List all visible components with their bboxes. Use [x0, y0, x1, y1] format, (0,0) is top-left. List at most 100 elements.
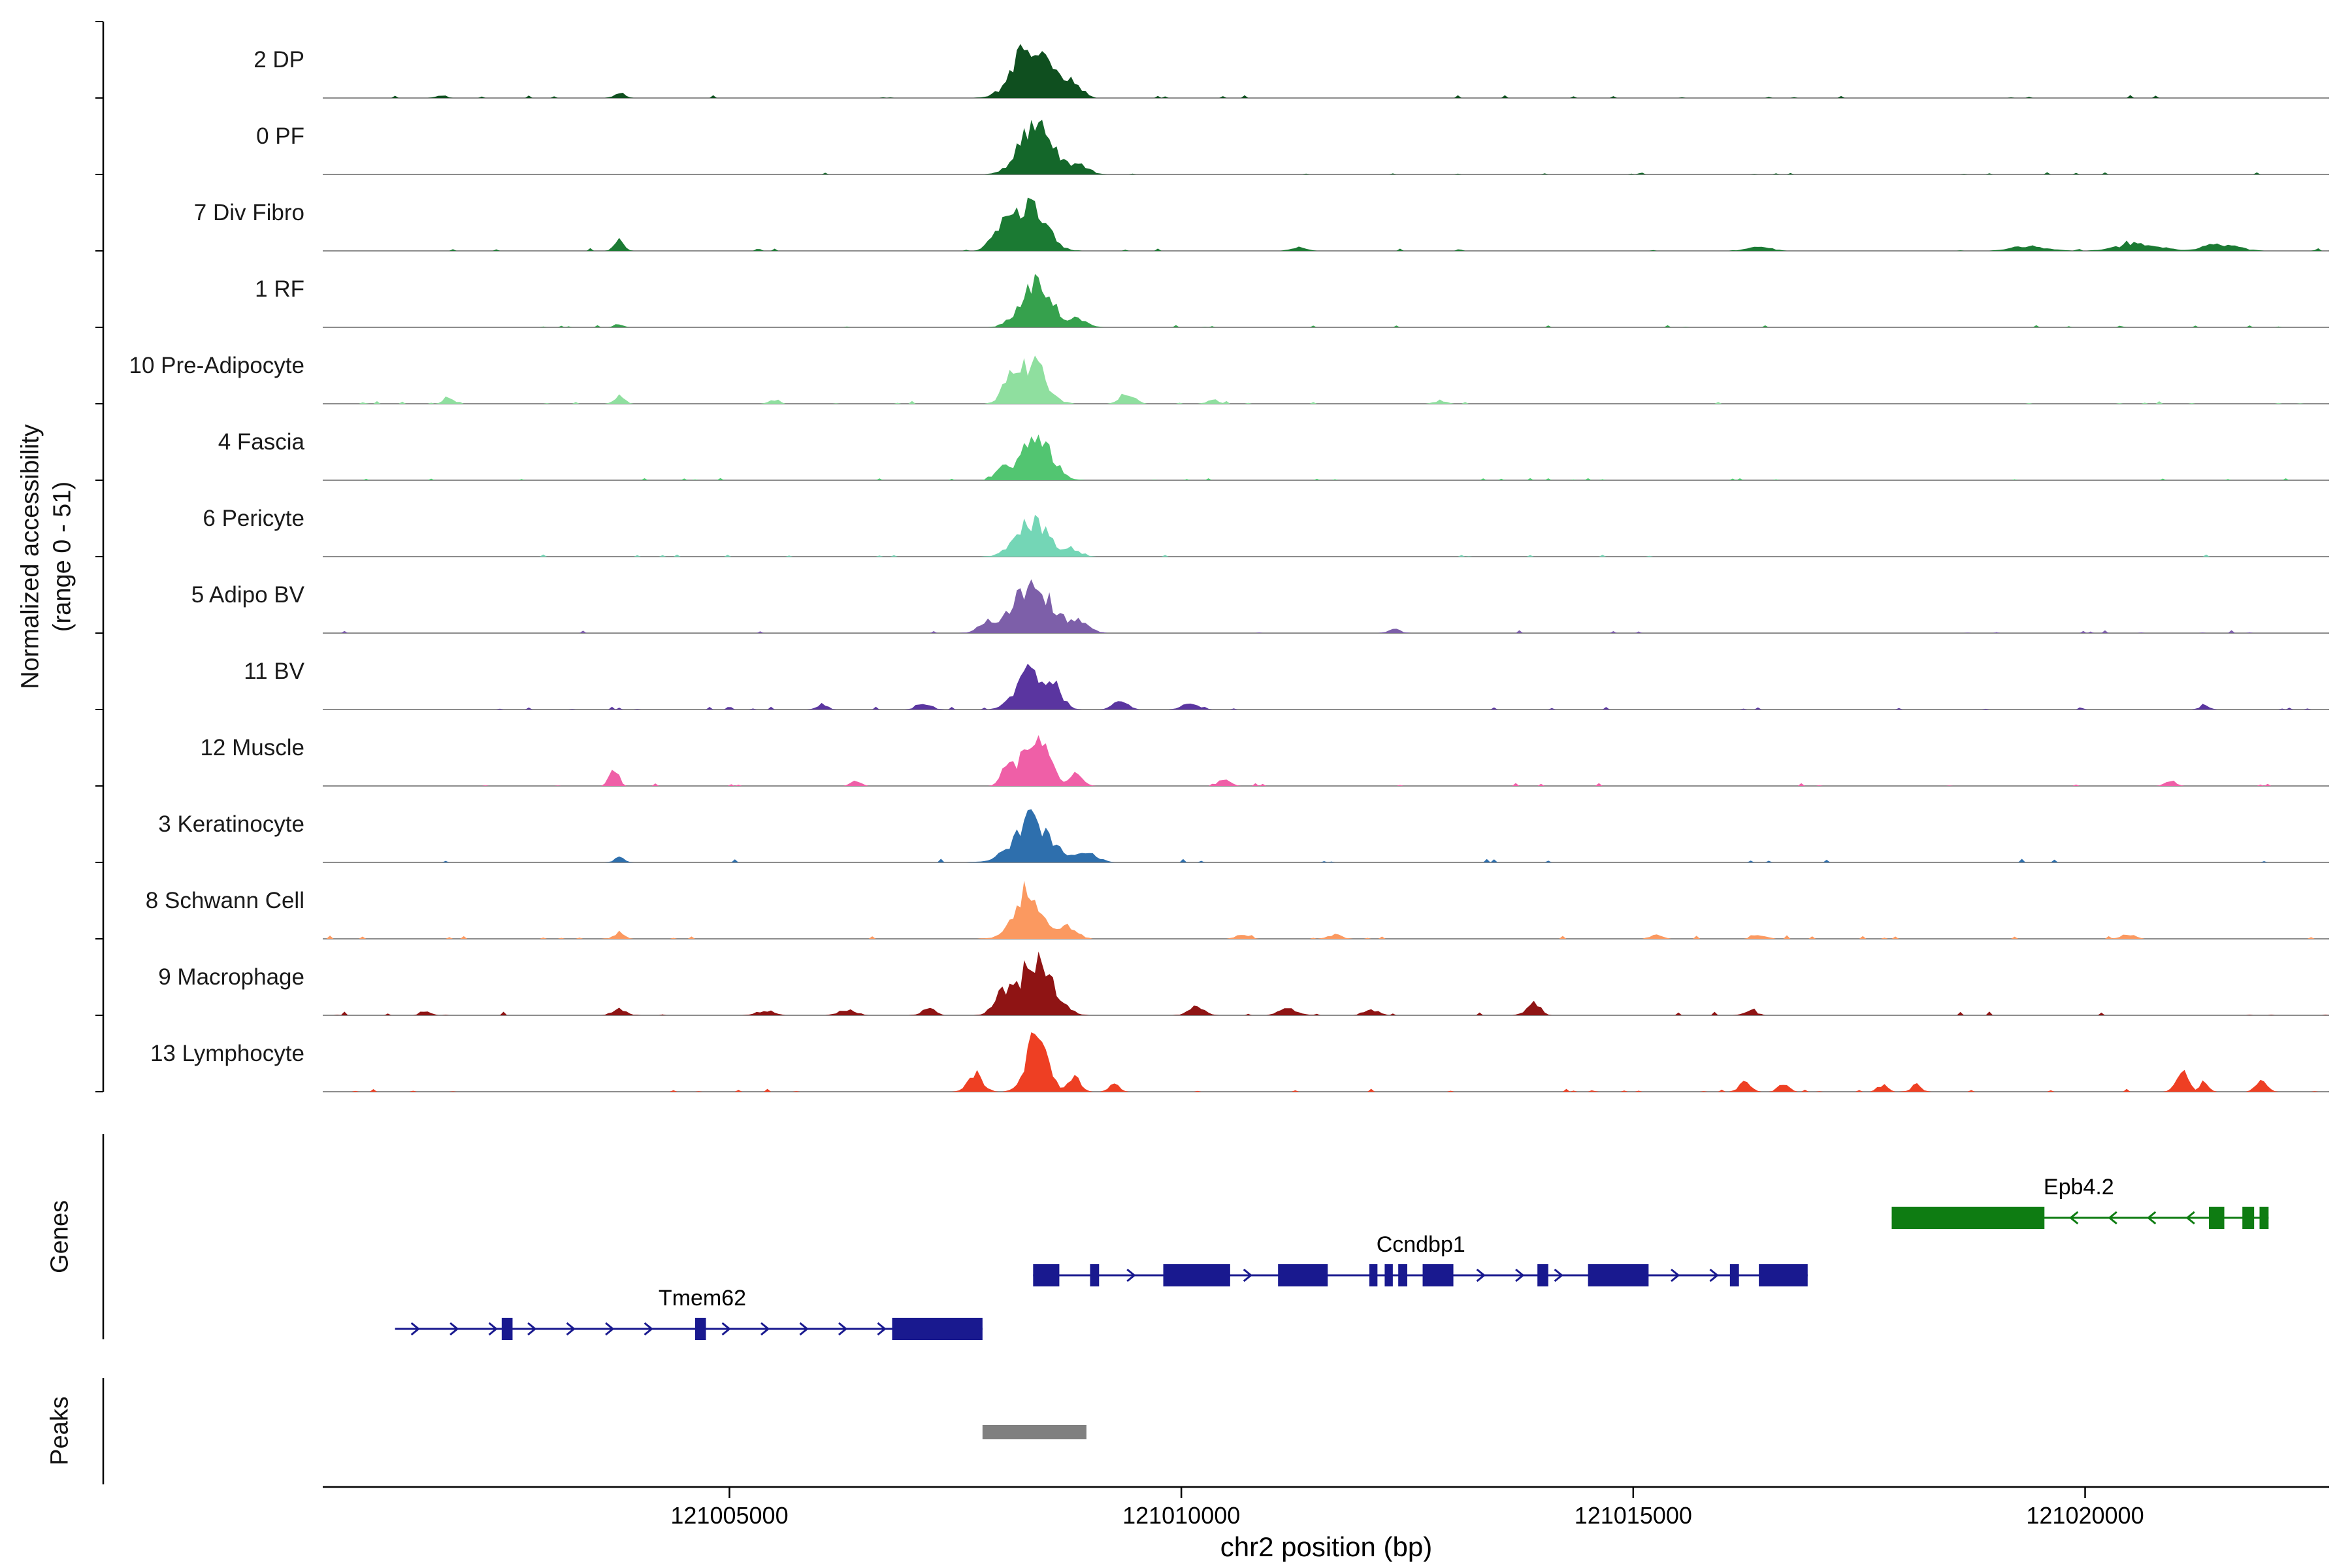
- exon: [1398, 1264, 1407, 1286]
- coverage-signal: [323, 1032, 2329, 1092]
- strand-arrow-icon: [644, 1322, 653, 1336]
- exon: [1729, 1264, 1739, 1286]
- genes-section-label: Genes: [46, 1200, 74, 1273]
- track-label: 12 Muscle: [200, 735, 304, 760]
- strand-arrow-icon: [1243, 1268, 1253, 1282]
- strand-arrow-icon: [410, 1322, 421, 1336]
- coverage-track: 2 DP: [253, 44, 2329, 99]
- strand-arrow-icon: [760, 1322, 770, 1336]
- coverage-track: 1 RF: [255, 274, 2329, 328]
- peaks-section-label: Peaks: [46, 1396, 74, 1465]
- exon: [1278, 1264, 1328, 1286]
- exon: [1163, 1264, 1230, 1286]
- strand-arrow-icon: [566, 1322, 576, 1336]
- exon: [1090, 1264, 1100, 1286]
- gene-label: Epb4.2: [2044, 1175, 2114, 1200]
- track-label: 6 Pericyte: [203, 506, 304, 531]
- track-label: 1 RF: [255, 276, 304, 302]
- track-label: 8 Schwann Cell: [146, 888, 304, 913]
- coverage-track: 3 Keratinocyte: [158, 809, 2329, 863]
- coverage-track: 12 Muscle: [200, 735, 2329, 787]
- x-tick-label: 121005000: [670, 1502, 788, 1529]
- coverage-signal: [323, 355, 2329, 404]
- coverage-signal: [323, 809, 2329, 862]
- gene-Tmem62: Tmem62: [395, 1286, 983, 1340]
- y-axis-title-line2: (range 0 - 51): [49, 481, 76, 632]
- coverage-track: 6 Pericyte: [203, 506, 2329, 557]
- exon: [1384, 1264, 1393, 1286]
- coverage-track: 8 Schwann Cell: [146, 880, 2329, 939]
- exon: [1033, 1264, 1060, 1286]
- strand-arrow-icon: [449, 1322, 459, 1336]
- coverage-track: 0 PF: [256, 120, 2329, 175]
- x-tick-label: 121010000: [1122, 1502, 1240, 1529]
- coverage-track: 4 Fascia: [218, 429, 2329, 481]
- exon: [1369, 1264, 1378, 1286]
- track-label: 13 Lymphocyte: [150, 1041, 304, 1066]
- coverage-track: 7 Div Fibro: [194, 197, 2329, 252]
- exon: [1759, 1264, 1808, 1286]
- coverage-signal: [323, 434, 2329, 480]
- strand-arrow-icon: [1476, 1268, 1486, 1282]
- track-label: 5 Adipo BV: [191, 582, 305, 608]
- x-tick-label: 121020000: [2026, 1502, 2144, 1529]
- track-label: 7 Div Fibro: [194, 200, 304, 225]
- strand-arrow-icon: [721, 1322, 731, 1336]
- exon: [694, 1318, 706, 1340]
- track-label: 10 Pre-Adipocyte: [129, 353, 304, 378]
- coverage-signal: [323, 735, 2329, 786]
- peaks-track: [102, 1378, 1086, 1484]
- exon: [1422, 1264, 1454, 1286]
- track-y-axis: [95, 21, 105, 1092]
- exon: [1537, 1264, 1548, 1286]
- gene-Ccndbp1: Ccndbp1: [1033, 1232, 1808, 1286]
- coverage-signal: [323, 951, 2329, 1015]
- strand-arrow-icon: [1515, 1268, 1525, 1282]
- strand-arrow-icon: [2185, 1211, 2195, 1225]
- coverage-signal: [323, 44, 2329, 98]
- gene-label: Ccndbp1: [1377, 1232, 1465, 1257]
- coverage-track: 13 Lymphocyte: [150, 1032, 2329, 1092]
- coverage-track: 9 Macrophage: [158, 951, 2329, 1016]
- exon: [2209, 1207, 2225, 1229]
- y-axis-title: Normalized accessibility (range 0 - 51): [15, 424, 80, 689]
- gene-models: Epb4.2 Ccndbp1 Tmem62: [102, 1134, 2269, 1340]
- track-label: 4 Fascia: [218, 429, 305, 455]
- strand-arrow-icon: [799, 1322, 809, 1336]
- strand-arrow-icon: [488, 1322, 498, 1336]
- track-label: 2 DP: [253, 47, 304, 73]
- strand-arrow-icon: [2068, 1211, 2079, 1225]
- strand-arrow-icon: [1671, 1268, 1680, 1282]
- coverage-signal: [323, 579, 2329, 633]
- exon: [2242, 1207, 2255, 1229]
- strand-arrow-icon: [838, 1322, 848, 1336]
- coverage-signal: [323, 514, 2329, 557]
- gene-Epb4.2: Epb4.2: [1891, 1175, 2269, 1229]
- strand-arrow-icon: [1126, 1268, 1136, 1282]
- peak-bar: [982, 1425, 1086, 1439]
- coverage-track: 10 Pre-Adipocyte: [129, 353, 2329, 404]
- strand-arrow-icon: [2146, 1211, 2157, 1225]
- coverage-signal: [323, 197, 2329, 251]
- strand-arrow-icon: [1554, 1268, 1563, 1282]
- coverage-track: 11 BV: [244, 659, 2329, 710]
- coverage-signal: [323, 880, 2329, 939]
- x-axis-title: chr2 position (bp): [1220, 1531, 1433, 1562]
- strand-arrow-icon: [1709, 1268, 1719, 1282]
- exon: [2259, 1207, 2269, 1229]
- track-label: 0 PF: [256, 123, 304, 149]
- exon: [1588, 1264, 1649, 1286]
- gene-label: Tmem62: [659, 1286, 746, 1311]
- y-axis-title-line1: Normalized accessibility: [16, 424, 44, 689]
- x-axis: 121005000 121010000 121015000 121020000: [323, 1486, 2329, 1529]
- track-label: 9 Macrophage: [158, 964, 304, 990]
- coverage-track: 5 Adipo BV: [191, 579, 2329, 634]
- coverage-signal: [323, 663, 2329, 710]
- exon: [1891, 1207, 2045, 1229]
- track-label: 11 BV: [244, 659, 304, 684]
- exon: [501, 1318, 513, 1340]
- exon: [892, 1318, 983, 1340]
- x-tick-label: 121015000: [1575, 1502, 1692, 1529]
